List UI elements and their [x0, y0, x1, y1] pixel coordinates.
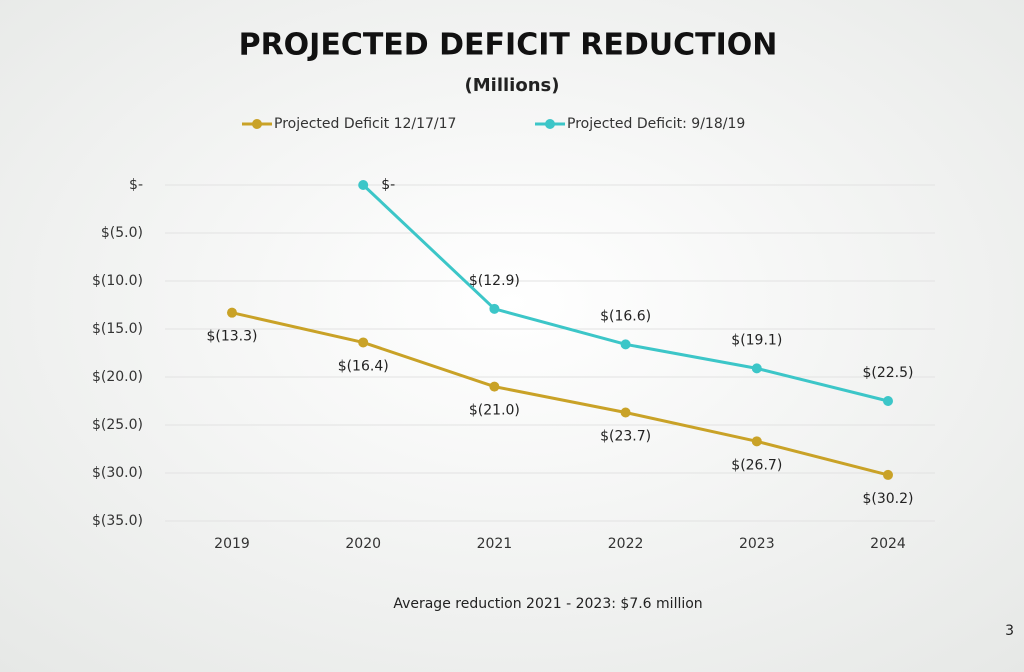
data-label: $(26.7)	[731, 457, 782, 473]
y-tick-label: $(15.0)	[92, 321, 143, 337]
data-label: $-	[381, 177, 395, 193]
legend-marker	[252, 119, 262, 129]
x-tick-label: 2021	[477, 536, 513, 552]
data-point	[620, 339, 631, 350]
y-tick-label: $(20.0)	[92, 369, 143, 385]
data-point	[489, 303, 500, 314]
chart-title: PROJECTED DEFICIT REDUCTION	[239, 28, 778, 63]
x-tick-label: 2023	[739, 536, 775, 552]
data-label: $(19.1)	[731, 332, 782, 348]
data-label: $(16.6)	[600, 308, 651, 324]
y-tick-label: $(5.0)	[101, 225, 143, 241]
data-point	[358, 337, 369, 348]
legend-marker	[545, 119, 555, 129]
x-tick-label: 2019	[214, 536, 250, 552]
legend-label: Projected Deficit 12/17/17	[274, 116, 456, 132]
data-label: $(13.3)	[206, 329, 257, 345]
y-tick-label: $-	[129, 177, 143, 193]
data-point	[751, 363, 762, 374]
y-tick-label: $(30.0)	[92, 465, 143, 481]
chart-subtitle: (Millions)	[465, 75, 560, 96]
x-tick-label: 2022	[608, 536, 644, 552]
data-point	[620, 407, 631, 418]
data-label: $(23.7)	[600, 429, 651, 445]
data-point	[883, 469, 893, 480]
data-point	[751, 436, 762, 447]
series-line	[231, 311, 889, 477]
data-label: $(21.0)	[469, 403, 520, 419]
data-label: $(12.9)	[469, 273, 520, 289]
y-tick-label: $(25.0)	[92, 417, 143, 433]
data-point	[883, 396, 893, 406]
page-number: 3	[1005, 623, 1014, 639]
data-label: $(22.5)	[862, 365, 913, 381]
data-point	[489, 381, 500, 392]
y-tick-label: $(10.0)	[92, 273, 143, 289]
x-tick-label: 2020	[345, 536, 381, 552]
data-label: $(30.2)	[862, 491, 913, 507]
annotation: Average reduction 2021 - 2023: $7.6 mill…	[393, 596, 702, 612]
data-point	[227, 307, 237, 318]
data-point	[358, 180, 369, 190]
y-tick-label: $(35.0)	[92, 513, 143, 529]
data-label: $(16.4)	[338, 358, 389, 374]
x-tick-label: 2024	[870, 536, 906, 552]
legend-label: Projected Deficit: 9/18/19	[567, 116, 745, 132]
